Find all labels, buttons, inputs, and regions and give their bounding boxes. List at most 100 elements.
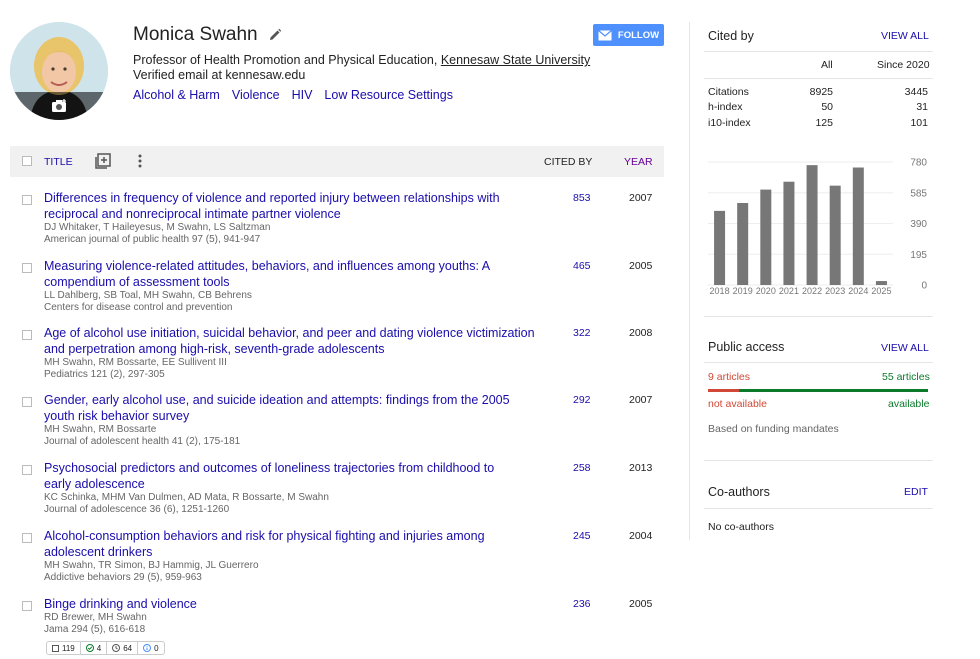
article-cites[interactable]: 292 xyxy=(573,394,591,406)
chart-y-tick-label: 0 xyxy=(921,281,927,292)
article-title[interactable]: Alcohol-consumption behaviors and risk f… xyxy=(44,529,485,559)
article-authors: MH Swahn, RM Bossarte, EE Sullivent III xyxy=(44,357,227,368)
i10-index-label: i10-index xyxy=(708,117,751,129)
article-venue: Pediatrics 121 (2), 297-305 xyxy=(44,369,165,380)
article-cites[interactable]: 236 xyxy=(573,598,591,610)
chart-x-tick-label: 2024 xyxy=(848,286,868,296)
interest-link-violence[interactable]: Violence xyxy=(231,88,280,102)
article-title[interactable]: Age of alcohol use initiation, suicidal … xyxy=(44,326,535,356)
chart-x-tick-label: 2025 xyxy=(871,286,891,296)
chart-bar-2020[interactable] xyxy=(760,189,772,285)
article-venue: Jama 294 (5), 616-618 xyxy=(44,624,146,635)
col-all-header: All xyxy=(821,59,833,71)
affiliation-text: Professor of Health Promotion and Physic… xyxy=(133,53,441,67)
chart-y-tick-label: 780 xyxy=(910,158,927,169)
chart-x-tick-label: 2022 xyxy=(802,286,822,296)
divider xyxy=(704,460,933,461)
select-all-checkbox[interactable] xyxy=(22,156,32,166)
chart-x-tick-label: 2020 xyxy=(756,286,776,296)
article-cites[interactable]: 853 xyxy=(573,192,591,204)
chart-bar-2024[interactable] xyxy=(852,167,864,285)
not-available-label: not available xyxy=(708,398,767,410)
divider xyxy=(704,362,933,363)
article-cites[interactable]: 245 xyxy=(573,530,591,542)
available-label: available xyxy=(888,398,930,410)
follow-button[interactable]: FOLLOW xyxy=(593,24,664,46)
more-options-icon[interactable] xyxy=(137,153,143,169)
chart-bar-2022[interactable] xyxy=(806,165,818,285)
profile-avatar[interactable] xyxy=(10,22,108,120)
badge-value: 0 xyxy=(154,643,159,653)
article-checkbox[interactable] xyxy=(22,330,32,340)
h-index-all: 50 xyxy=(821,101,833,113)
chart-x-tick-label: 2019 xyxy=(733,286,753,296)
badge-value: 4 xyxy=(96,643,102,653)
chart-bar-2023[interactable] xyxy=(829,185,841,285)
chart-bar-2018[interactable] xyxy=(714,210,726,285)
article-venue: Journal of adolescence 36 (6), 1251-1260 xyxy=(44,504,230,515)
public-access-title: Public access xyxy=(708,340,785,354)
funding-mandates-note: Based on funding mandates xyxy=(708,423,839,435)
article-title[interactable]: Differences in frequency of violence and… xyxy=(44,191,500,221)
edit-pencil-icon[interactable] xyxy=(268,28,282,42)
sort-by-title[interactable]: TITLE xyxy=(44,156,73,168)
article-title[interactable]: Measuring violence-related attitudes, be… xyxy=(44,259,490,289)
article-year: 2013 xyxy=(629,462,653,474)
article-title[interactable]: Psychosocial predictors and outcomes of … xyxy=(44,461,495,491)
article-checkbox[interactable] xyxy=(22,397,32,407)
public-access-view-all[interactable]: VIEW ALL xyxy=(881,342,929,354)
article-title[interactable]: Binge drinking and violence xyxy=(44,597,197,611)
article-venue: American journal of public health 97 (5)… xyxy=(44,234,261,245)
altmetric-badges[interactable]: 119 4 64 0 xyxy=(46,641,165,655)
article-title[interactable]: Gender, early alcohol use, and suicide i… xyxy=(44,393,510,423)
chart-bar-2025[interactable] xyxy=(875,281,887,285)
badge-check: 4 xyxy=(81,642,108,654)
article-checkbox[interactable] xyxy=(22,465,32,475)
badge-value: 64 xyxy=(123,643,133,653)
no-co-authors: No co-authors xyxy=(708,521,774,533)
article-checkbox[interactable] xyxy=(22,195,32,205)
not-available-count[interactable]: 9 articles xyxy=(708,371,751,383)
check-circle-icon xyxy=(85,644,94,652)
divider xyxy=(704,51,933,52)
sort-by-year[interactable]: YEAR xyxy=(624,156,653,168)
interest-link-low-resource[interactable]: Low Resource Settings xyxy=(324,88,453,102)
badge-value: 119 xyxy=(62,643,75,653)
article-authors: DJ Whitaker, T Haileyesus, M Swahn, LS S… xyxy=(44,222,271,233)
interest-link-alcohol[interactable]: Alcohol & Harm xyxy=(133,88,220,102)
article-year: 2008 xyxy=(629,327,653,339)
add-article-icon[interactable] xyxy=(95,153,111,169)
article-year: 2004 xyxy=(629,530,653,542)
sidebar-divider xyxy=(689,22,690,540)
co-authors-title: Co-authors xyxy=(708,485,770,499)
sort-by-cited[interactable]: CITED BY xyxy=(544,156,593,168)
article-checkbox[interactable] xyxy=(22,533,32,543)
h-index-since: 31 xyxy=(916,101,928,113)
chart-bar-2019[interactable] xyxy=(737,203,749,285)
article-cites[interactable]: 258 xyxy=(573,462,591,474)
article-venue: Addictive behaviors 29 (5), 959-963 xyxy=(44,572,202,583)
article-year: 2007 xyxy=(629,192,653,204)
article-authors: RD Brewer, MH Swahn xyxy=(44,612,147,623)
profile-name: Monica Swahn xyxy=(133,24,258,45)
info-circle-icon xyxy=(143,644,152,652)
h-index-label: h-index xyxy=(708,101,743,113)
verified-email: Verified email at kennesaw.edu xyxy=(133,68,306,82)
chart-y-tick-label: 195 xyxy=(910,250,927,261)
cited-by-view-all[interactable]: VIEW ALL xyxy=(881,30,929,42)
article-year: 2007 xyxy=(629,394,653,406)
institution-link[interactable]: Kennesaw State University xyxy=(440,53,591,67)
citations-since: 3445 xyxy=(904,86,928,98)
article-checkbox[interactable] xyxy=(22,601,32,611)
article-checkbox[interactable] xyxy=(22,263,32,273)
interest-link-hiv[interactable]: HIV xyxy=(291,88,313,102)
divider xyxy=(704,508,933,509)
article-cites[interactable]: 322 xyxy=(573,327,591,339)
available-count[interactable]: 55 articles xyxy=(882,371,930,383)
change-photo-button[interactable] xyxy=(10,92,108,120)
document-icon xyxy=(52,644,59,652)
article-cites[interactable]: 465 xyxy=(573,260,591,272)
clock-icon xyxy=(112,644,121,652)
co-authors-edit[interactable]: EDIT xyxy=(904,486,928,498)
chart-bar-2021[interactable] xyxy=(783,181,795,285)
